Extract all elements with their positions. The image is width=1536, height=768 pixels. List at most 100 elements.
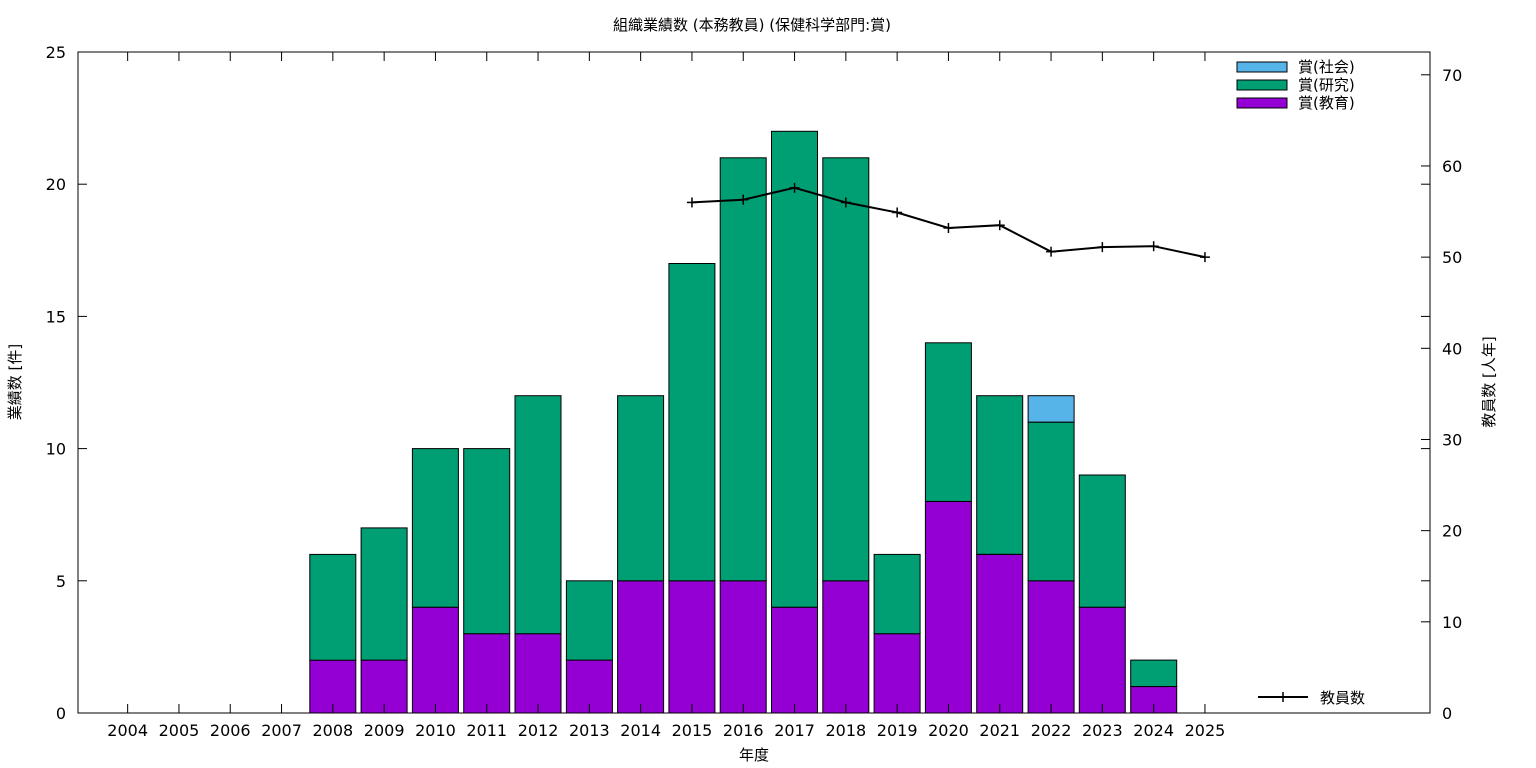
bar-segment bbox=[873, 633, 921, 714]
y-axis-ticks: 0 5 10 15 20 25 bbox=[46, 43, 1430, 723]
legend-label: 賞(研究) bbox=[1298, 76, 1355, 94]
y2-tick-label: 0 bbox=[1442, 704, 1452, 723]
x-tick-label: 2024 bbox=[1133, 721, 1174, 740]
legend-swatch bbox=[1236, 79, 1288, 91]
bar-segment bbox=[309, 553, 357, 661]
y2-axis-title: 教員数 [人年] bbox=[1480, 336, 1498, 427]
bar-segment bbox=[1027, 395, 1075, 423]
x-tick-label: 2012 bbox=[518, 721, 559, 740]
x-tick-label: 2015 bbox=[672, 721, 713, 740]
bar-segment bbox=[360, 527, 408, 661]
x-tick-label: 2004 bbox=[107, 721, 148, 740]
line-point bbox=[840, 197, 851, 208]
legend-line: 教員数 bbox=[1258, 689, 1365, 707]
bar-segment bbox=[1078, 606, 1126, 714]
x-tick-label: 2005 bbox=[159, 721, 200, 740]
chart-title: 組織業績数 (本務教員) (保健科学部門:賞) bbox=[613, 16, 891, 34]
bar-segment bbox=[719, 157, 767, 582]
legend-swatch bbox=[1236, 97, 1288, 109]
x-tick-label: 2011 bbox=[466, 721, 507, 740]
line-point bbox=[789, 182, 800, 193]
x-tick-label: 2019 bbox=[877, 721, 918, 740]
line-point bbox=[1199, 252, 1210, 263]
line-point bbox=[994, 220, 1005, 231]
x-tick-label: 2021 bbox=[979, 721, 1020, 740]
y2-tick-label: 60 bbox=[1442, 157, 1462, 176]
x-tick-label: 2009 bbox=[364, 721, 405, 740]
bar-segment bbox=[976, 395, 1024, 555]
x-tick-label: 2007 bbox=[261, 721, 302, 740]
bar-segment bbox=[617, 395, 665, 582]
bar-segment bbox=[771, 606, 818, 714]
bar-segment bbox=[514, 633, 562, 714]
line-point bbox=[686, 197, 697, 208]
x-tick-label: 2023 bbox=[1082, 721, 1123, 740]
x-axis-ticks: 2004 2005 2006 2007 2008 2009 2010 2011 2012 2013… bbox=[107, 52, 1225, 740]
bar-segment bbox=[1027, 580, 1075, 714]
x-axis-title: 年度 bbox=[739, 746, 769, 764]
x-tick-label: 2022 bbox=[1031, 721, 1072, 740]
line-point bbox=[892, 207, 903, 218]
y-tick-label: 20 bbox=[46, 175, 66, 194]
y2-tick-label: 20 bbox=[1442, 522, 1462, 541]
bar-segment bbox=[1078, 474, 1126, 608]
line-point bbox=[1148, 241, 1159, 252]
bar-segment bbox=[668, 263, 716, 582]
x-tick-label: 2006 bbox=[210, 721, 251, 740]
bar-segment bbox=[1027, 421, 1075, 582]
y-tick-label: 5 bbox=[56, 572, 66, 591]
x-tick-label: 2018 bbox=[825, 721, 866, 740]
bar-segment bbox=[411, 448, 459, 608]
bar-segment bbox=[463, 633, 511, 714]
y2-tick-label: 30 bbox=[1442, 430, 1462, 449]
y2-tick-label: 10 bbox=[1442, 613, 1462, 632]
line-point bbox=[1046, 246, 1057, 257]
y-tick-label: 0 bbox=[56, 704, 66, 723]
bar-segment bbox=[924, 342, 972, 502]
legend-line-label: 教員数 bbox=[1320, 689, 1365, 707]
line-point bbox=[1097, 242, 1108, 253]
line-layer bbox=[686, 182, 1210, 263]
legend-swatch bbox=[1236, 61, 1288, 73]
bar-segment bbox=[617, 580, 665, 714]
y2-axis-ticks: 0 10 20 30 40 50 60 70 bbox=[1421, 66, 1462, 723]
x-tick-label: 2025 bbox=[1185, 721, 1226, 740]
bar-segment bbox=[1130, 659, 1178, 687]
bar-segment bbox=[719, 580, 767, 714]
line-point bbox=[943, 222, 954, 233]
y2-tick-label: 50 bbox=[1442, 248, 1462, 267]
y-axis-title: 業績数 [件] bbox=[6, 344, 24, 420]
legend-label: 賞(社会) bbox=[1298, 58, 1355, 76]
bar-segment bbox=[924, 501, 972, 714]
bar-segment bbox=[411, 606, 459, 714]
bar-segment bbox=[873, 553, 921, 635]
bar-segment bbox=[771, 130, 818, 608]
legend-label: 賞(教育) bbox=[1298, 94, 1355, 112]
x-tick-label: 2016 bbox=[723, 721, 764, 740]
x-tick-label: 2020 bbox=[928, 721, 969, 740]
bar-segment bbox=[668, 580, 716, 714]
y2-tick-label: 70 bbox=[1442, 66, 1462, 85]
legend-item: 賞(教育) bbox=[1236, 94, 1355, 112]
x-tick-label: 2008 bbox=[312, 721, 353, 740]
x-tick-label: 2010 bbox=[415, 721, 456, 740]
bar-segment bbox=[822, 157, 870, 582]
plot-frame bbox=[77, 51, 1431, 714]
x-tick-label: 2014 bbox=[620, 721, 661, 740]
bar-segment bbox=[514, 395, 562, 635]
x-tick-label: 2013 bbox=[569, 721, 610, 740]
y2-tick-label: 40 bbox=[1442, 339, 1462, 358]
bar-segment bbox=[976, 553, 1024, 714]
y-tick-label: 10 bbox=[46, 440, 66, 459]
bars-layer bbox=[309, 130, 1178, 714]
bar-segment bbox=[565, 580, 613, 661]
x-tick-label: 2017 bbox=[774, 721, 815, 740]
bar-segment bbox=[463, 448, 511, 635]
y-tick-label: 15 bbox=[46, 307, 66, 326]
line-path bbox=[691, 186, 1206, 259]
line-point bbox=[738, 194, 749, 205]
legend-item: 賞(社会) bbox=[1236, 58, 1355, 76]
y-tick-label: 25 bbox=[46, 43, 66, 62]
